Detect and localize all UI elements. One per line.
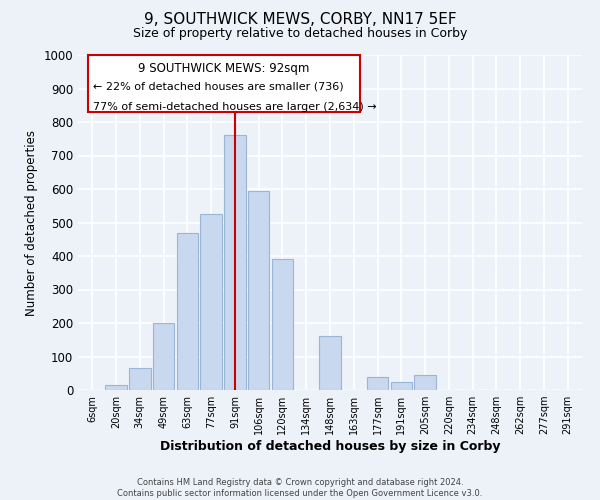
Text: 77% of semi-detached houses are larger (2,634) →: 77% of semi-detached houses are larger (… xyxy=(93,102,377,112)
Bar xyxy=(200,214,222,390)
Bar xyxy=(367,376,388,390)
Bar xyxy=(415,375,436,390)
Bar xyxy=(224,136,245,390)
Bar xyxy=(106,385,127,390)
Bar xyxy=(272,260,293,390)
Text: Size of property relative to detached houses in Corby: Size of property relative to detached ho… xyxy=(133,28,467,40)
Bar xyxy=(153,323,174,390)
Bar xyxy=(129,368,151,390)
Text: Contains HM Land Registry data © Crown copyright and database right 2024.
Contai: Contains HM Land Registry data © Crown c… xyxy=(118,478,482,498)
Bar xyxy=(319,336,341,390)
Y-axis label: Number of detached properties: Number of detached properties xyxy=(25,130,38,316)
Text: 9, SOUTHWICK MEWS, CORBY, NN17 5EF: 9, SOUTHWICK MEWS, CORBY, NN17 5EF xyxy=(143,12,457,28)
Bar xyxy=(391,382,412,390)
Text: 9 SOUTHWICK MEWS: 92sqm: 9 SOUTHWICK MEWS: 92sqm xyxy=(139,62,310,74)
FancyBboxPatch shape xyxy=(88,55,360,112)
Bar xyxy=(176,232,198,390)
Text: ← 22% of detached houses are smaller (736): ← 22% of detached houses are smaller (73… xyxy=(93,82,344,92)
X-axis label: Distribution of detached houses by size in Corby: Distribution of detached houses by size … xyxy=(160,440,500,453)
Bar xyxy=(248,190,269,390)
